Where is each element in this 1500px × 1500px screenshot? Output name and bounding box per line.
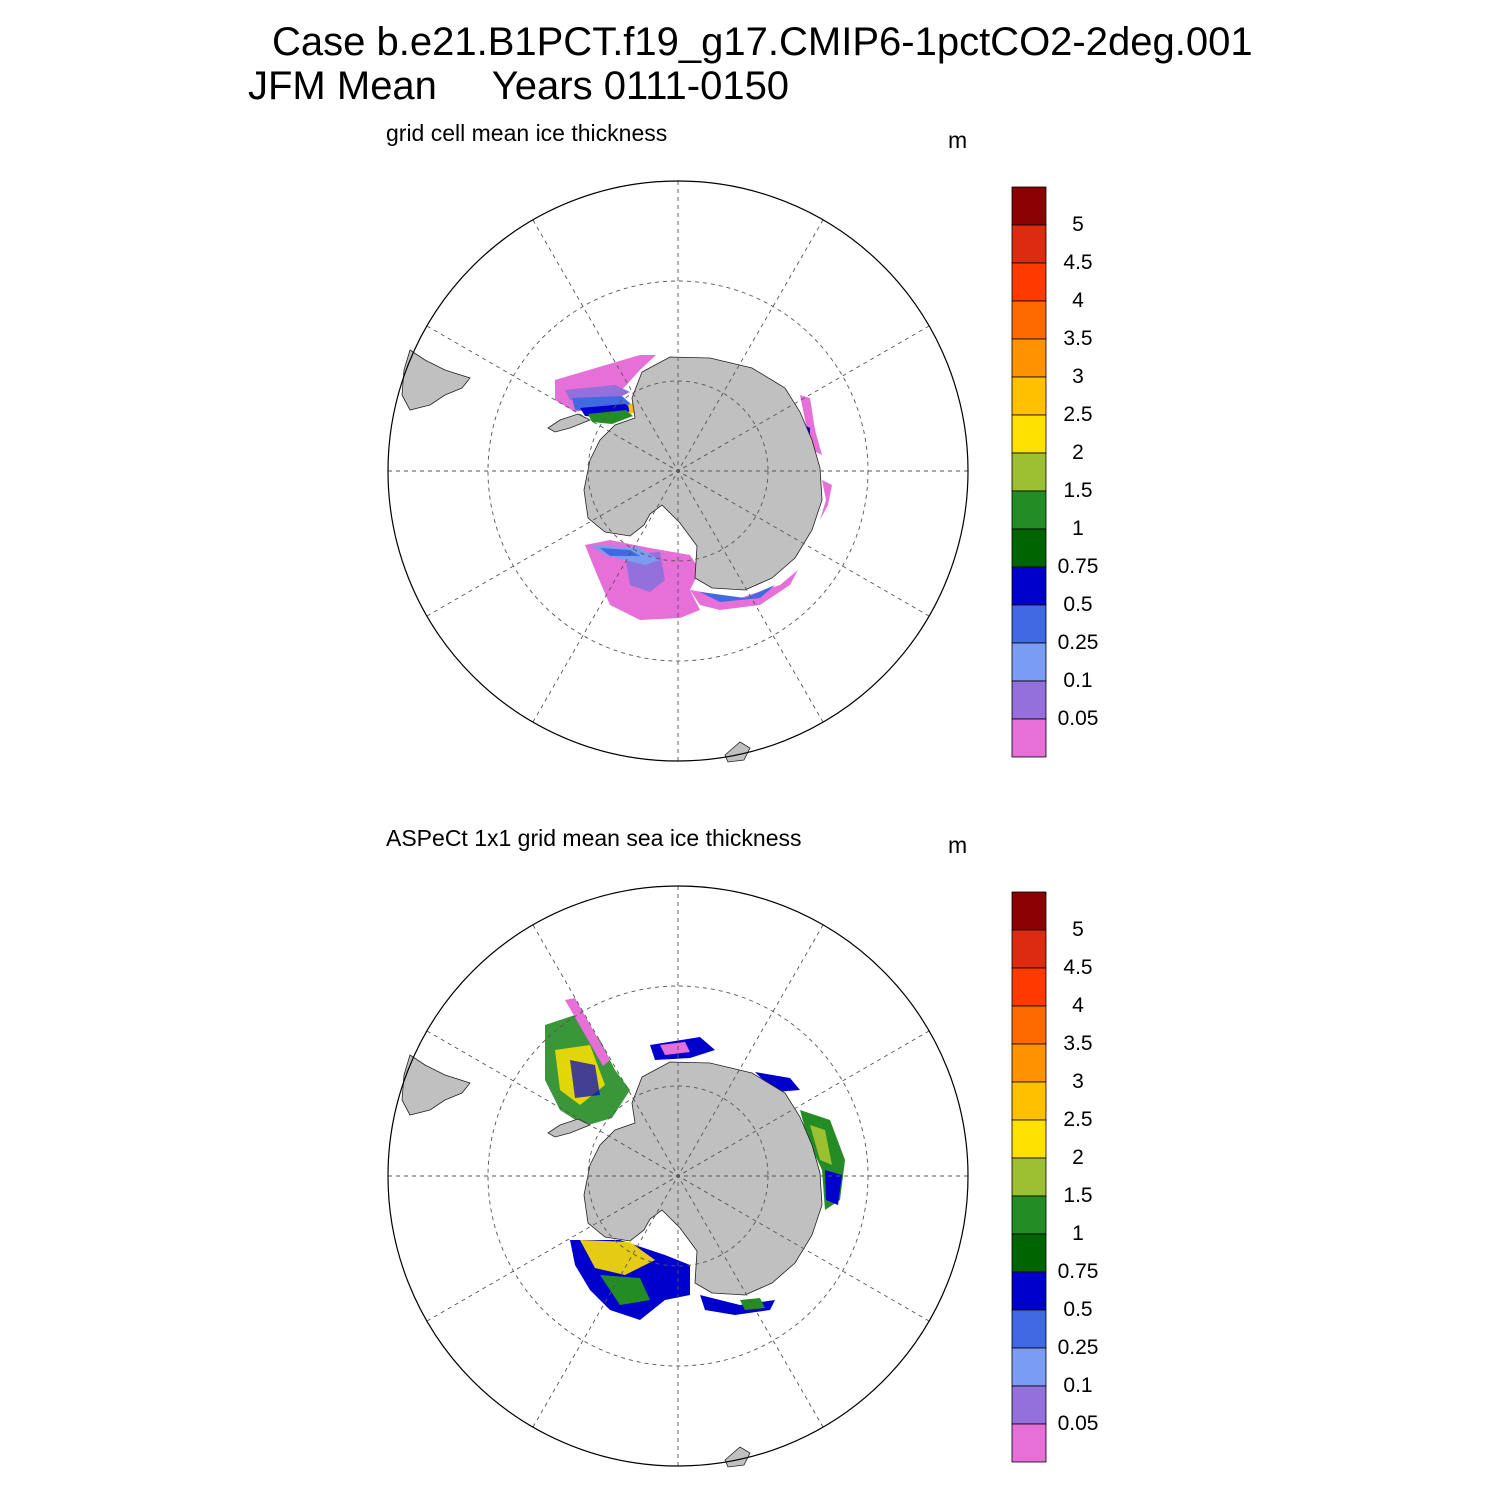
colorbar-swatch [1011, 414, 1047, 454]
new-zealand-landmass [724, 1446, 751, 1468]
colorbar-tick-label: 1 [1072, 517, 1084, 540]
colorbar-swatch [1011, 604, 1047, 644]
colorbar-tick-label: 4 [1072, 289, 1084, 312]
colorbar-swatch [1011, 1233, 1047, 1273]
colorbar-swatch [1011, 1271, 1047, 1311]
colorbar-tick-label: 5 [1072, 213, 1084, 236]
colorbar-tick-label: 0.5 [1063, 593, 1093, 616]
colorbar-tick-label: 2 [1072, 441, 1084, 464]
colorbar-panel1 [1011, 186, 1047, 758]
figure-title-period: JFM Mean Years 0111-0150 [248, 64, 790, 108]
figure-title-case: Case b.e21.B1PCT.f19_g17.CMIP6-1pctCO2-2… [272, 20, 1253, 64]
colorbar-tick-label: 5 [1072, 918, 1084, 941]
colorbar-swatch [1011, 376, 1047, 416]
colorbar-tick-label: 1.5 [1063, 479, 1093, 502]
colorbar-tick-label: 3.5 [1063, 1032, 1093, 1055]
colorbar-swatch [1011, 891, 1047, 931]
colorbar-swatch [1011, 1195, 1047, 1235]
antarctic-peninsula [547, 413, 591, 433]
colorbar-swatch [1011, 186, 1047, 226]
colorbar-swatch [1011, 1119, 1047, 1159]
colorbar-tick-label: 4.5 [1063, 251, 1093, 274]
colorbar-tick-label: 0.05 [1057, 1412, 1099, 1435]
antarctica-landmass [583, 1061, 823, 1296]
new-zealand-landmass [724, 741, 751, 763]
colorbar-tick-label: 1.5 [1063, 1184, 1093, 1207]
colorbar-swatch [1011, 452, 1047, 492]
colorbar-swatch [1011, 1385, 1047, 1425]
colorbar-tick-label: 0.75 [1057, 555, 1099, 578]
colorbar-swatch [1011, 680, 1047, 720]
map-panel1 [387, 180, 969, 763]
colorbar-tick-label: 3.5 [1063, 327, 1093, 350]
colorbar-swatch [1011, 1309, 1047, 1349]
colorbar-swatch [1011, 929, 1047, 969]
colorbar-swatch [1011, 1005, 1047, 1045]
map-boundary-panel2 [387, 885, 969, 1467]
colorbar-swatch [1011, 566, 1047, 606]
colorbar-tick-label: 0.75 [1057, 1260, 1099, 1283]
colorbar-swatch [1011, 338, 1047, 378]
colorbar-swatch [1011, 1157, 1047, 1197]
colorbar-tick-label: 1 [1072, 1222, 1084, 1245]
colorbar-swatch [1011, 528, 1047, 568]
colorbar-tick-label: 0.1 [1063, 1374, 1093, 1397]
map-panel2 [387, 885, 969, 1468]
panel2-title: ASPeCt 1x1 grid mean sea ice thickness [386, 825, 802, 851]
graticule-panel2 [388, 886, 968, 1466]
colorbar-swatch [1011, 262, 1047, 302]
south-america-landmass [401, 1054, 471, 1116]
colorbar-tick-label: 4.5 [1063, 956, 1093, 979]
map-boundary-panel1 [387, 180, 969, 762]
colorbar-swatch [1011, 718, 1047, 758]
colorbar-tick-label: 2.5 [1063, 1108, 1093, 1131]
ice-field-panel2 [545, 998, 845, 1320]
colorbar-swatch [1011, 224, 1047, 264]
colorbar-tick-label: 0.5 [1063, 1298, 1093, 1321]
panel1-title: grid cell mean ice thickness [386, 120, 668, 146]
colorbar-panel2 [1011, 891, 1047, 1463]
colorbar-swatch [1011, 1423, 1047, 1463]
colorbar-tick-label: 0.25 [1057, 631, 1099, 654]
colorbar-swatch [1011, 490, 1047, 530]
colorbar-tick-label: 3 [1072, 1070, 1084, 1093]
panel1-unit: m [948, 127, 968, 153]
colorbar-swatch [1011, 1081, 1047, 1121]
colorbar-swatch [1011, 1347, 1047, 1387]
colorbar-swatch [1011, 967, 1047, 1007]
colorbar-tick-label: 2.5 [1063, 403, 1093, 426]
panel2-unit: m [948, 832, 968, 858]
colorbar-tick-label: 0.1 [1063, 669, 1093, 692]
colorbar-swatch [1011, 300, 1047, 340]
colorbar-tick-label: 2 [1072, 1146, 1084, 1169]
south-america-landmass [401, 349, 471, 411]
colorbar-swatch [1011, 1043, 1047, 1083]
colorbar-tick-label: 4 [1072, 994, 1084, 1017]
antarctic-peninsula [547, 1118, 591, 1138]
ice-field-panel1 [555, 355, 832, 620]
colorbar-tick-label: 0.25 [1057, 1336, 1099, 1359]
colorbar-swatch [1011, 642, 1047, 682]
antarctica-landmass [583, 356, 823, 591]
graticule-panel1 [388, 181, 968, 761]
colorbar-tick-label: 0.05 [1057, 707, 1099, 730]
colorbar-tick-label: 3 [1072, 365, 1084, 388]
